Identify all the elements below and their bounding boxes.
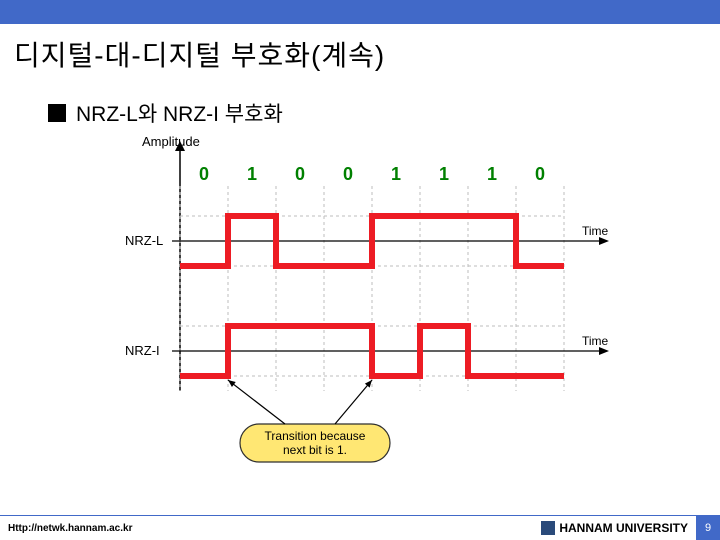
svg-text:next bit is 1.: next bit is 1. xyxy=(283,443,347,457)
footer: Http://netwk.hannam.ac.kr HANNAM UNIVERS… xyxy=(0,516,720,540)
university-name: HANNAM UNIVERSITY xyxy=(559,521,688,535)
svg-text:1: 1 xyxy=(487,164,497,184)
top-bar xyxy=(0,0,720,24)
bullet-icon xyxy=(48,104,66,122)
subtitle-row: NRZ-L와 NRZ-I 부호화 xyxy=(0,80,720,136)
svg-text:0: 0 xyxy=(295,164,305,184)
page-number: 9 xyxy=(696,516,720,540)
university-logo-icon xyxy=(541,521,555,535)
svg-text:1: 1 xyxy=(391,164,401,184)
svg-text:Time: Time xyxy=(582,334,609,348)
svg-text:NRZ-L: NRZ-L xyxy=(125,233,163,248)
subtitle: NRZ-L와 NRZ-I 부호화 xyxy=(76,98,283,128)
svg-text:Time: Time xyxy=(582,224,609,238)
svg-text:1: 1 xyxy=(439,164,449,184)
svg-text:Transition because: Transition because xyxy=(265,429,366,443)
svg-text:Amplitude: Amplitude xyxy=(142,136,200,149)
page-title: 디지털-대-디지털 부호화(계속) xyxy=(0,24,720,80)
svg-text:0: 0 xyxy=(199,164,209,184)
encoding-diagram: Amplitude 0 1 0 0 1 1 1 0 Time NRZ-L Time NRZ-I Trans… xyxy=(90,136,650,496)
footer-url: Http://netwk.hannam.ac.kr xyxy=(8,523,132,534)
svg-text:0: 0 xyxy=(535,164,545,184)
svg-text:0: 0 xyxy=(343,164,353,184)
svg-text:NRZ-I: NRZ-I xyxy=(125,343,160,358)
svg-text:1: 1 xyxy=(247,164,257,184)
